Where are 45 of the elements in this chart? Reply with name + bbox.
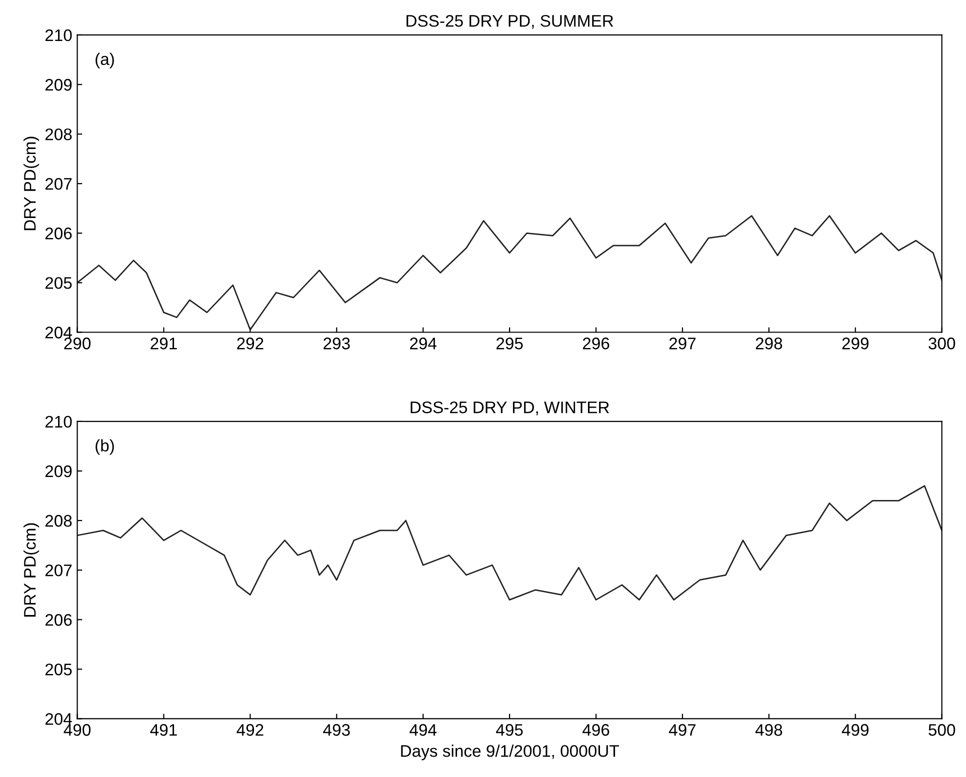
x-tick-label: 293 bbox=[324, 338, 350, 350]
y-tick-label: 209 bbox=[45, 78, 72, 91]
annotation: (a) bbox=[96, 52, 114, 68]
y-tick-label: 204 bbox=[45, 713, 72, 725]
x-tick-label: 495 bbox=[496, 724, 523, 736]
x-tick-label: 493 bbox=[323, 724, 350, 736]
y-tick-label: 208 bbox=[45, 514, 72, 527]
x-tick-label: 290 bbox=[64, 338, 91, 350]
annotation: (b) bbox=[96, 439, 114, 455]
y-tick-label: 206 bbox=[45, 228, 72, 240]
y-tick-label: 205 bbox=[45, 277, 72, 289]
x-tick-label: 292 bbox=[237, 338, 264, 350]
x-tick-label: 500 bbox=[928, 724, 956, 736]
y-tick-label: 209 bbox=[45, 465, 72, 478]
y-tick-label: 204 bbox=[45, 326, 72, 338]
x-tick-label: 294 bbox=[410, 338, 437, 350]
y-tick-label: 208 bbox=[45, 128, 72, 140]
x-tick-label: 492 bbox=[236, 724, 264, 736]
y-tick-label: 207 bbox=[45, 564, 72, 576]
x-tick-label: 491 bbox=[150, 724, 177, 736]
x-tick-label: 299 bbox=[842, 338, 869, 350]
y-axis-title: DRY PD(cm) bbox=[24, 136, 40, 230]
x-tick-label: 499 bbox=[842, 724, 869, 736]
x-tick-label: 497 bbox=[668, 724, 696, 736]
y-tick-label: 205 bbox=[45, 664, 72, 676]
line-series bbox=[77, 485, 942, 601]
x-tick-label: 295 bbox=[496, 338, 523, 350]
x-tick-label: 297 bbox=[669, 338, 696, 350]
x-tick-label: 498 bbox=[755, 724, 782, 736]
y-axis-title: DRY PD(cm) bbox=[24, 523, 40, 617]
x-tick-label: 296 bbox=[582, 338, 610, 350]
x-axis-title: Days since 9/1/2001, 0000UT bbox=[401, 744, 619, 760]
y-tick-label: 210 bbox=[45, 29, 72, 42]
y-tick-label: 210 bbox=[45, 416, 72, 428]
x-tick-label: 300 bbox=[928, 338, 956, 350]
x-tick-label: 496 bbox=[582, 724, 610, 736]
x-tick-label: 494 bbox=[410, 724, 437, 736]
chart-title: DSS-25 DRY PD, WINTER bbox=[410, 401, 609, 416]
x-tick-label: 291 bbox=[150, 338, 177, 350]
y-tick-label: 206 bbox=[45, 614, 72, 626]
chart-title: DSS-25 DRY PD, SUMMER bbox=[406, 14, 614, 29]
x-tick-label: 298 bbox=[756, 338, 782, 350]
line-series bbox=[77, 215, 942, 330]
x-tick-label: 490 bbox=[64, 724, 91, 736]
y-tick-label: 207 bbox=[45, 178, 72, 190]
